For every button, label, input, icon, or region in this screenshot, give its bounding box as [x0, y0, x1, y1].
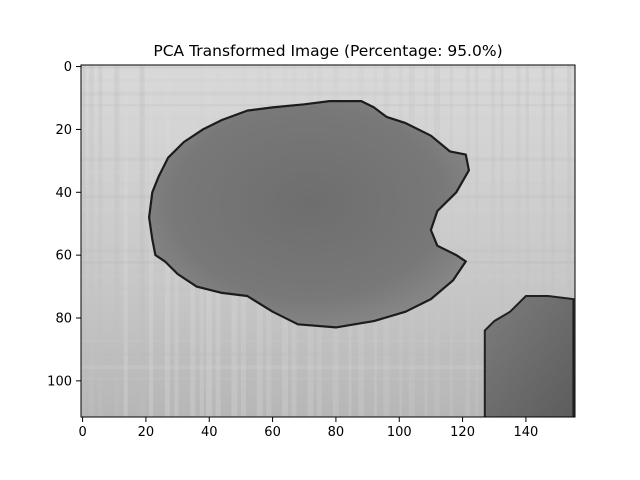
x-tick-label: 0: [78, 425, 86, 440]
x-tick-label: 100: [387, 425, 412, 440]
texture-band: [114, 65, 120, 417]
x-tick-label: 80: [328, 425, 345, 440]
x-tick-label: 140: [514, 425, 539, 440]
y-tick-label: 80: [55, 312, 72, 327]
texture-band: [516, 65, 521, 417]
texture-band: [81, 365, 575, 370]
y-tick-label: 40: [55, 186, 72, 201]
y-tick-label: 0: [64, 60, 72, 75]
texture-band: [465, 65, 470, 417]
axes-frame: [80, 64, 576, 418]
texture-band: [88, 65, 94, 417]
texture-band: [475, 65, 479, 417]
x-axis: 0 20 40 60 80 100 120 140: [78, 417, 538, 440]
texture-band: [500, 65, 504, 417]
texture-band: [81, 79, 575, 83]
texture-band: [525, 65, 529, 417]
texture-band: [434, 65, 441, 417]
texture-band: [81, 377, 575, 380]
x-tick-label: 20: [138, 425, 155, 440]
texture-band: [81, 352, 575, 356]
x-tick-label: 60: [264, 425, 281, 440]
y-tick-label: 100: [47, 374, 72, 389]
image-object-region: [148, 100, 470, 329]
texture-band: [81, 340, 575, 342]
texture-band: [139, 65, 145, 417]
x-tick-label: 40: [201, 425, 218, 440]
texture-band: [567, 65, 572, 417]
texture-band: [123, 65, 128, 417]
y-tick-label: 20: [55, 123, 72, 138]
texture-band: [541, 65, 546, 417]
texture-band: [81, 91, 575, 96]
texture-band: [149, 65, 154, 417]
texture-band: [82, 65, 86, 417]
plot-image: [81, 65, 575, 417]
texture-band: [81, 66, 575, 69]
y-axis: 0 20 40 60 80 100: [47, 60, 81, 389]
image-corner-region: [483, 295, 575, 417]
texture-band: [491, 65, 496, 417]
chart-title: PCA Transformed Image (Percentage: 95.0%…: [153, 42, 502, 60]
x-tick-label: 120: [450, 425, 475, 440]
texture-band: [449, 65, 453, 417]
texture-band: [98, 65, 103, 417]
texture-band: [551, 65, 555, 417]
y-tick-label: 60: [55, 249, 72, 264]
